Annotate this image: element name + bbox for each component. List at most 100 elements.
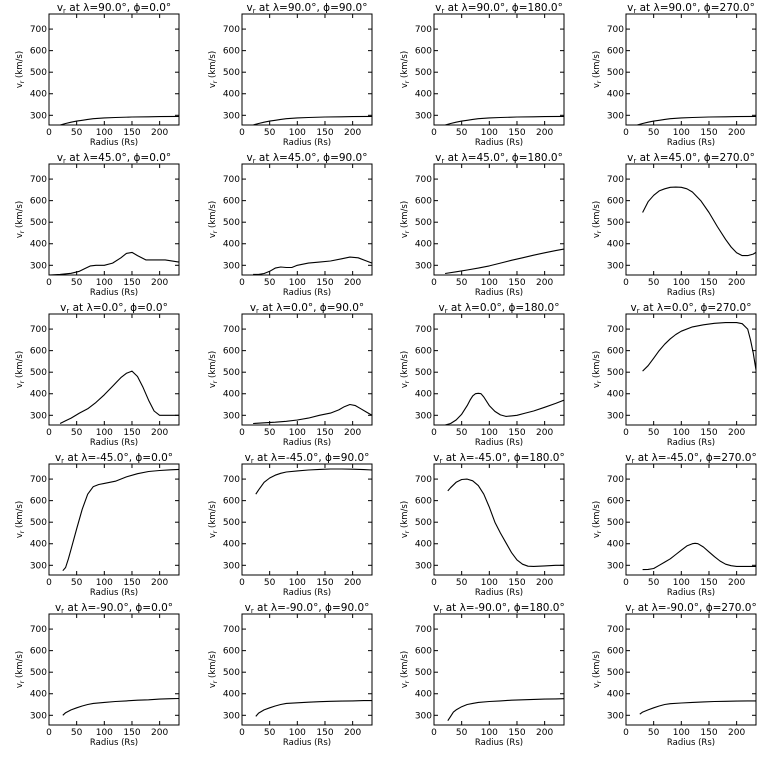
panel-title: vr at λ=90.0°, ϕ=270.0° [627, 2, 755, 15]
x-axis-label: Radius (Rs) [90, 138, 138, 148]
series-line [252, 115, 372, 125]
series-line [255, 468, 372, 495]
plot-frame [48, 463, 180, 576]
y-axis-label: vr (km/s) [208, 501, 219, 538]
y-tick-label: 300 [30, 711, 47, 721]
x-tick-label: 100 [673, 128, 690, 138]
y-tick-label: 500 [223, 68, 240, 78]
y-tick-label: 700 [607, 475, 624, 485]
y-axis-label: vr (km/s) [15, 201, 26, 238]
series-line [444, 392, 564, 425]
y-tick-label: 300 [415, 261, 432, 271]
x-tick-label: 0 [239, 278, 245, 288]
y-axis-label: vr (km/s) [15, 501, 26, 538]
x-tick-label: 100 [673, 578, 690, 588]
y-tick-label: 400 [223, 390, 240, 400]
y-axis-label: vr (km/s) [400, 351, 411, 388]
panel-title: vr at λ=-45.0°, ϕ=270.0° [625, 452, 756, 465]
y-tick-label: 600 [415, 647, 432, 657]
plot-frame [241, 613, 373, 726]
y-tick-label: 600 [30, 347, 47, 357]
x-tick-label: 200 [344, 578, 361, 588]
panel-19: vr at λ=-90.0°, ϕ=270.0° 0 50 100 150 200 300 4… [592, 602, 757, 748]
series-line [253, 256, 372, 275]
plot-frame [48, 13, 180, 126]
panel-title: vr at λ=45.0°, ϕ=0.0° [57, 152, 171, 165]
x-tick-label: 0 [46, 278, 52, 288]
panel-2: vr at λ=90.0°, ϕ=180.0° 0 50 100 150 200 300 40… [400, 2, 565, 148]
x-tick-label: 200 [728, 278, 745, 288]
y-tick-label: 300 [607, 711, 624, 721]
panel-7: vr at λ=45.0°, ϕ=270.0° 0 50 100 150 200 300 40… [592, 152, 757, 298]
x-tick-label: 100 [673, 728, 690, 738]
y-tick-label: 300 [223, 711, 240, 721]
x-tick-label: 0 [623, 128, 629, 138]
y-axis-label: vr (km/s) [208, 51, 219, 88]
y-tick-label: 300 [30, 261, 47, 271]
y-axis-label: vr (km/s) [400, 501, 411, 538]
x-tick-label: 150 [700, 128, 717, 138]
plot-frame [625, 613, 757, 726]
y-tick-label: 500 [30, 68, 47, 78]
x-tick-label: 50 [71, 578, 83, 588]
y-tick-label: 500 [607, 218, 624, 228]
panel-1: vr at λ=90.0°, ϕ=90.0° 0 50 100 150 200 300 400… [208, 2, 373, 148]
y-axis-label: vr (km/s) [400, 651, 411, 688]
series-line [62, 697, 179, 716]
y-tick-label: 700 [607, 175, 624, 185]
x-tick-label: 200 [151, 278, 168, 288]
x-tick-label: 50 [648, 278, 660, 288]
x-axis-label: Radius (Rs) [283, 138, 331, 148]
x-tick-label: 50 [456, 278, 468, 288]
y-axis-label: vr (km/s) [592, 201, 603, 238]
y-tick-label: 400 [223, 240, 240, 250]
plot-frame [433, 313, 565, 426]
y-tick-label: 600 [607, 647, 624, 657]
x-axis-label: Radius (Rs) [667, 738, 715, 748]
x-tick-label: 50 [648, 128, 660, 138]
y-axis-label: vr (km/s) [592, 351, 603, 388]
y-tick-label: 400 [223, 540, 240, 550]
y-tick-label: 700 [30, 475, 47, 485]
x-tick-label: 200 [344, 278, 361, 288]
x-tick-label: 100 [481, 578, 498, 588]
x-tick-label: 100 [289, 728, 306, 738]
y-tick-label: 300 [223, 561, 240, 571]
y-tick-label: 400 [223, 690, 240, 700]
plot-frame [433, 463, 565, 576]
series-line [447, 478, 564, 567]
y-tick-label: 300 [30, 561, 47, 571]
y-tick-label: 600 [223, 647, 240, 657]
panel-14: vr at λ=-45.0°, ϕ=180.0° 0 50 100 150 200 300 4… [400, 452, 565, 598]
x-tick-label: 150 [316, 428, 333, 438]
y-tick-label: 300 [607, 561, 624, 571]
x-tick-label: 150 [700, 278, 717, 288]
series-line [642, 542, 756, 571]
x-tick-label: 150 [123, 578, 140, 588]
x-tick-label: 200 [344, 128, 361, 138]
x-tick-label: 150 [508, 728, 525, 738]
y-tick-label: 500 [415, 518, 432, 528]
y-tick-label: 500 [607, 68, 624, 78]
y-axis-label: vr (km/s) [400, 51, 411, 88]
x-tick-label: 150 [700, 428, 717, 438]
x-tick-label: 100 [96, 728, 113, 738]
y-tick-label: 500 [607, 368, 624, 378]
x-tick-label: 100 [96, 128, 113, 138]
x-axis-label: Radius (Rs) [90, 438, 138, 448]
panel-3: vr at λ=90.0°, ϕ=270.0° 0 50 100 150 200 300 40… [592, 2, 757, 148]
x-tick-label: 150 [316, 128, 333, 138]
x-tick-label: 100 [673, 278, 690, 288]
y-tick-label: 700 [223, 25, 240, 35]
y-tick-label: 400 [607, 390, 624, 400]
y-tick-label: 700 [30, 25, 47, 35]
plot-frame [625, 13, 757, 126]
panel-title: vr at λ=0.0°, ϕ=0.0° [60, 302, 168, 315]
y-tick-label: 700 [223, 175, 240, 185]
x-tick-label: 100 [481, 278, 498, 288]
y-tick-label: 500 [30, 218, 47, 228]
plot-frame [48, 313, 180, 426]
x-tick-label: 50 [648, 578, 660, 588]
y-tick-label: 500 [415, 218, 432, 228]
plot-frame [241, 13, 373, 126]
